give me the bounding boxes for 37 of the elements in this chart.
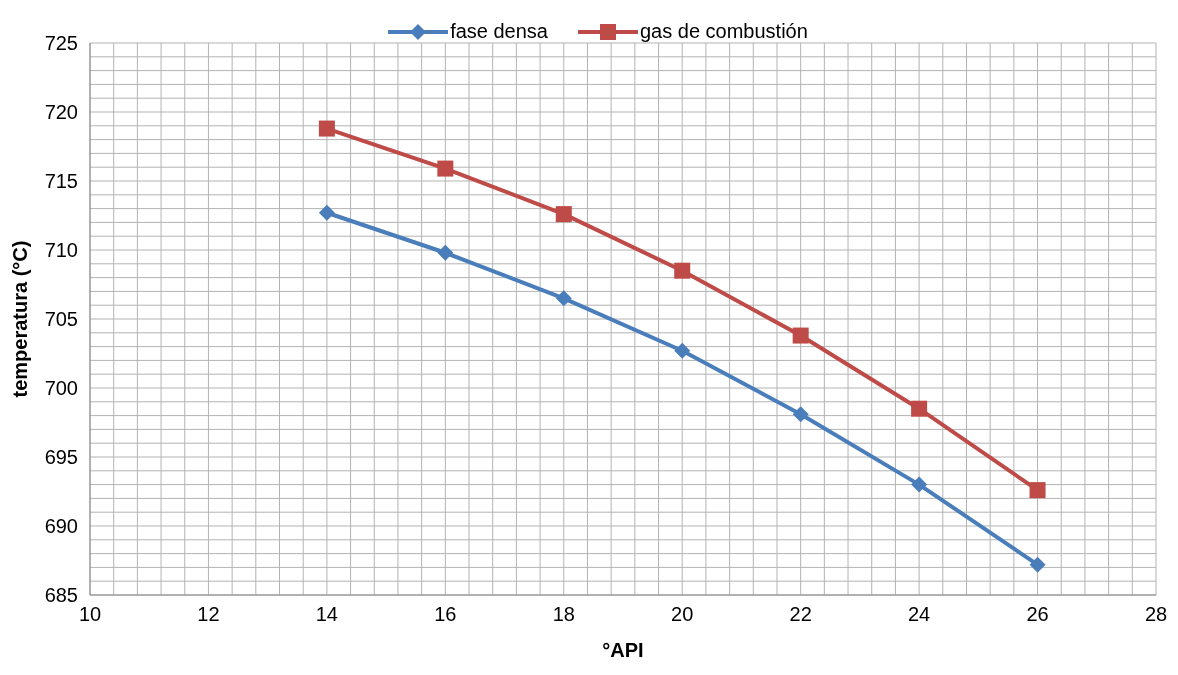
y-tick-label: 700 xyxy=(44,377,78,399)
point xyxy=(911,400,928,417)
y-tick-label: 725 xyxy=(44,32,78,54)
x-tick-label: 10 xyxy=(78,603,102,625)
y-tick-label: 705 xyxy=(44,308,78,330)
y-tick-label: 685 xyxy=(44,584,78,606)
x-tick-label: 16 xyxy=(434,603,457,625)
point xyxy=(674,342,691,359)
x-tick-label: 20 xyxy=(671,603,694,625)
x-tick-label: 28 xyxy=(1144,603,1168,625)
point xyxy=(437,160,454,177)
y-axis-title: temperatura (°C) xyxy=(9,240,32,398)
point xyxy=(318,204,335,221)
x-tick-label: 12 xyxy=(197,603,220,625)
point xyxy=(911,476,928,493)
x-axis-title: °API xyxy=(602,639,644,661)
point xyxy=(674,262,691,279)
y-tick-label: 690 xyxy=(44,515,78,537)
x-tick-label: 24 xyxy=(907,603,931,625)
legend-label: gas de combustión xyxy=(639,20,808,43)
point xyxy=(437,244,454,261)
y-tick-label: 710 xyxy=(44,239,78,261)
x-tick-label: 26 xyxy=(1026,603,1049,625)
x-tick-label: 22 xyxy=(789,603,812,625)
point xyxy=(555,290,572,307)
y-tick-label: 695 xyxy=(44,446,78,468)
point xyxy=(318,120,335,137)
point xyxy=(555,206,572,223)
y-tick-label: 720 xyxy=(44,101,78,123)
point xyxy=(792,406,809,423)
x-tick-label: 14 xyxy=(315,603,339,625)
point xyxy=(792,327,809,344)
point xyxy=(1029,482,1046,499)
x-tick-label: 18 xyxy=(552,603,575,625)
y-tick-label: 715 xyxy=(44,170,78,192)
point xyxy=(1029,556,1046,573)
legend-label: fase densa xyxy=(449,20,548,43)
